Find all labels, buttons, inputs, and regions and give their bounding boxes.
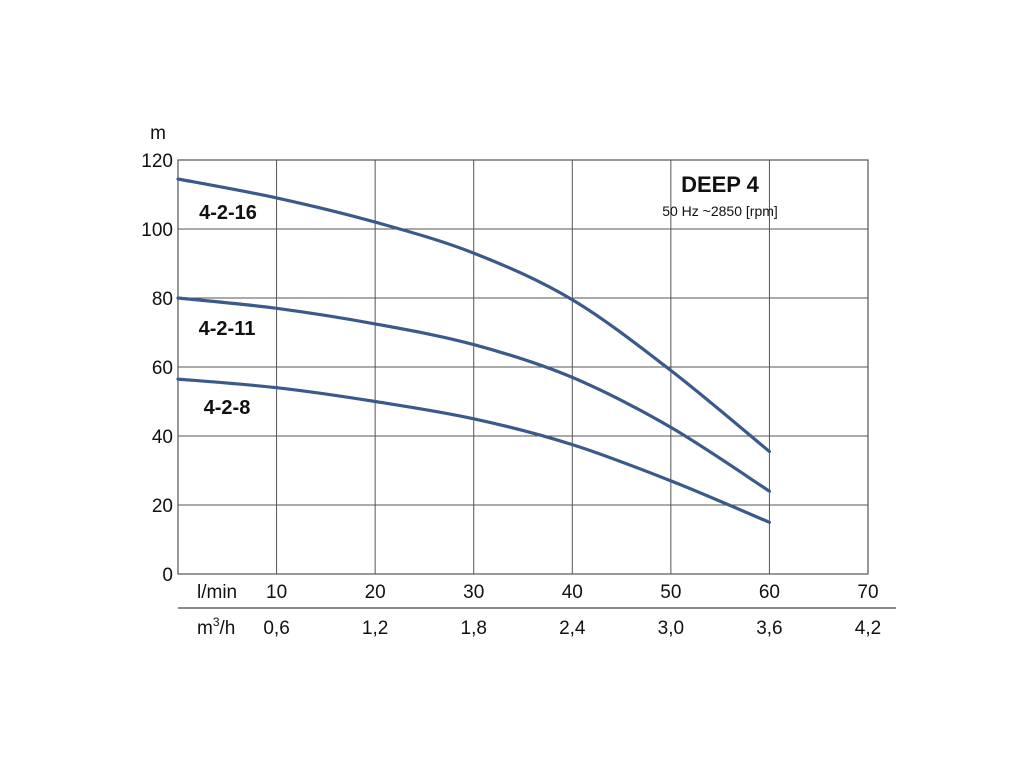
- x-primary-tick-label: 70: [857, 582, 878, 603]
- series-label-4-2-16: 4-2-16: [199, 202, 257, 224]
- y-tick-label: 40: [152, 427, 173, 448]
- curves: [176, 177, 771, 524]
- y-axis-label: m: [150, 123, 166, 144]
- y-tick-label: 20: [152, 496, 173, 517]
- y-tick-label: 100: [141, 220, 173, 241]
- series-line-4-2-11: [176, 296, 771, 493]
- x-secondary-tick-label: 3,0: [658, 618, 684, 639]
- x-secondary-unit-sup: 3: [213, 615, 220, 629]
- x-secondary-tick-label: 3,6: [756, 618, 782, 639]
- plot-frame: [177, 159, 869, 575]
- x-secondary-tick-label: 4,2: [855, 618, 881, 639]
- y-axis-ticks: 0 20 40 60 80 100 120: [141, 151, 173, 586]
- x-secondary-tick-label: 0,6: [263, 618, 289, 639]
- x-primary-tick-label: 30: [463, 582, 484, 603]
- x-primary-tick-label: 10: [266, 582, 287, 603]
- x-secondary-tick-label: 1,8: [461, 618, 487, 639]
- x-primary-unit-label: l/min: [197, 582, 237, 603]
- x-primary-tick-label: 50: [660, 582, 681, 603]
- y-tick-label: 80: [152, 289, 173, 310]
- x-primary-tick-label: 40: [562, 582, 583, 603]
- chart-title: DEEP 4: [681, 172, 760, 197]
- x-secondary-tick-label: 2,4: [559, 618, 586, 639]
- y-tick-label: 0: [162, 565, 173, 586]
- y-tick-label: 120: [141, 151, 173, 172]
- series-line-4-2-16: [176, 177, 771, 454]
- x-axis-ticks: 10 0,6 20 1,2 30 1,8 40 2,4 50 3,0 60 3,6 70 4,2: [263, 582, 881, 639]
- chart-subtitle: 50 Hz ~2850 [rpm]: [662, 203, 778, 219]
- x-secondary-unit-tail: /h: [220, 618, 236, 639]
- series-line-4-2-8: [176, 377, 771, 524]
- x-primary-tick-label: 20: [365, 582, 386, 603]
- y-tick-label: 60: [152, 358, 173, 379]
- x-secondary-unit-label: m3/h: [197, 615, 235, 639]
- x-primary-tick-label: 60: [759, 582, 780, 603]
- series-label-4-2-11: 4-2-11: [199, 318, 256, 340]
- grid: [178, 159, 869, 575]
- series-label-4-2-8: 4-2-8: [204, 397, 251, 419]
- x-secondary-unit-base: m: [197, 618, 213, 639]
- x-secondary-tick-label: 1,2: [362, 618, 388, 639]
